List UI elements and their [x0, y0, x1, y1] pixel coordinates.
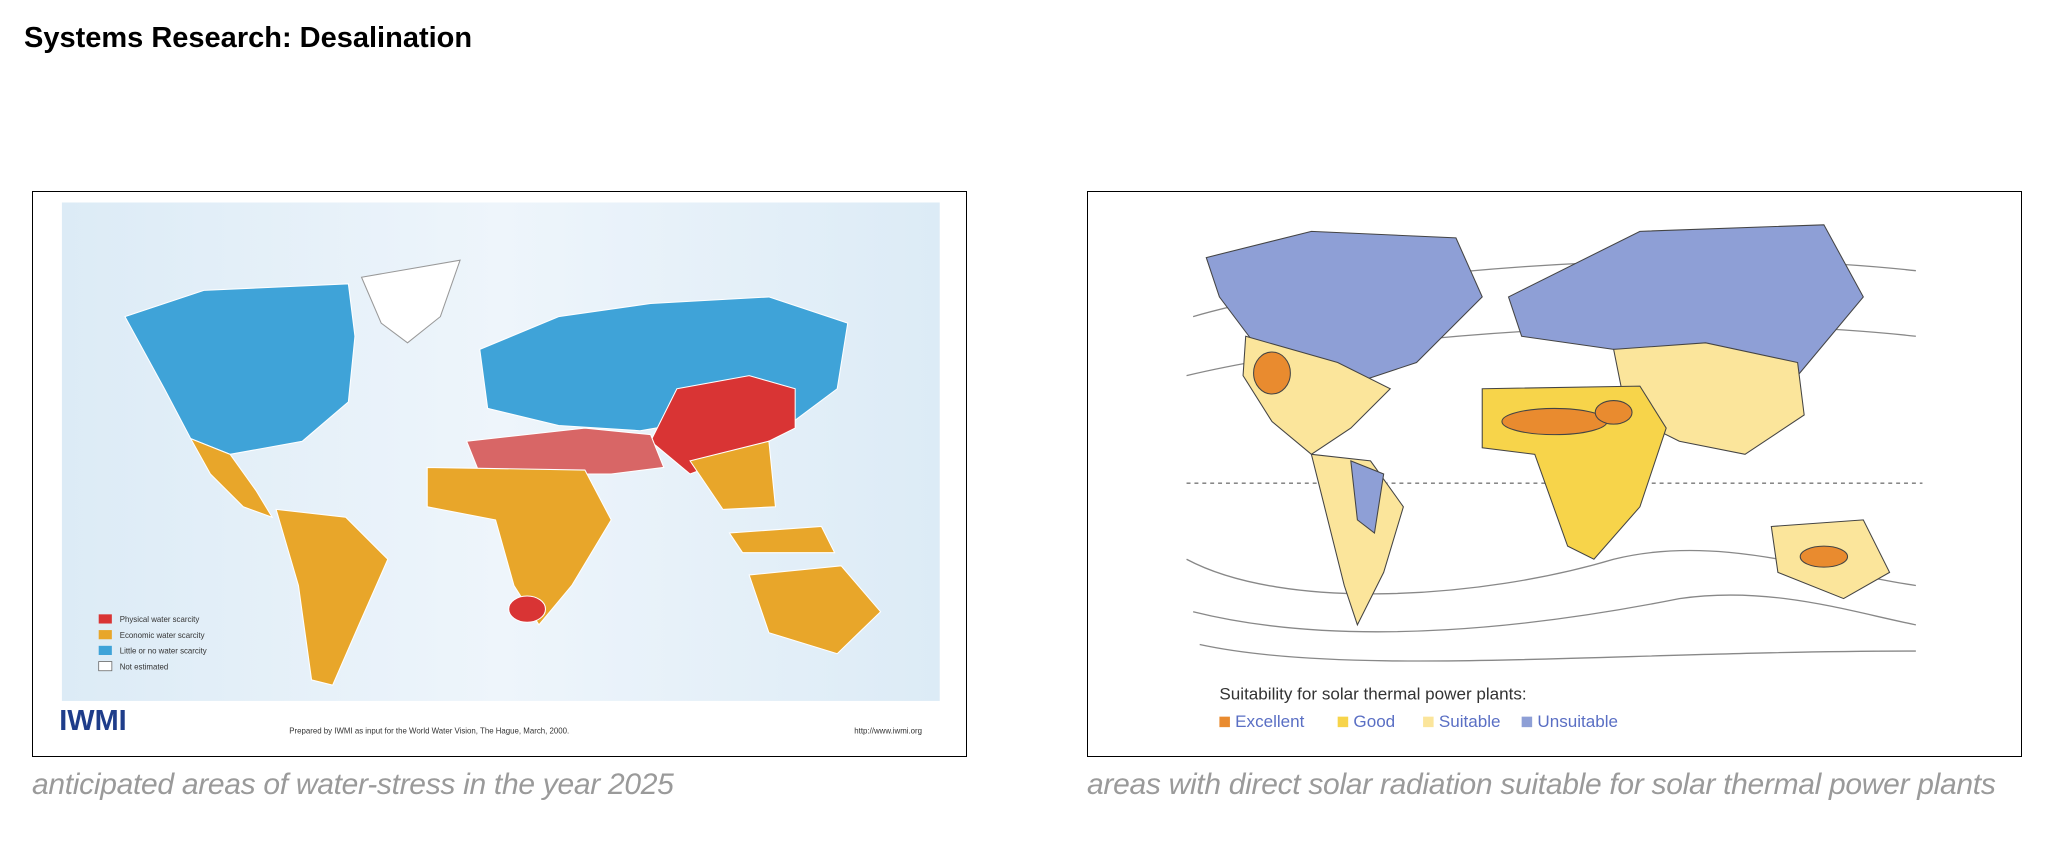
- legend-label: Unsuitable: [1537, 712, 1618, 731]
- legend-label: Not estimated: [120, 662, 169, 671]
- water-stress-map: Physical water scarcity Economic water s…: [32, 191, 967, 757]
- solar-map: Suitability for solar thermal power plan…: [1087, 191, 2022, 757]
- figure-caption: anticipated areas of water-stress in the…: [32, 768, 674, 801]
- legend-label: Physical water scarcity: [120, 615, 200, 624]
- figure-caption: areas with direct solar radiation suitab…: [1087, 768, 1996, 801]
- legend-label: Little or no water scarcity: [120, 647, 207, 656]
- map-url: http://www.iwmi.org: [854, 727, 922, 736]
- legend-label: Economic water scarcity: [120, 631, 205, 640]
- legend-label: Excellent: [1235, 712, 1304, 731]
- legend-label: Good: [1353, 712, 1395, 731]
- page-title: Systems Research: Desalination: [24, 22, 473, 54]
- legend-label: Suitable: [1439, 712, 1501, 731]
- map-footer: Prepared by IWMI as input for the World …: [289, 727, 569, 736]
- map-image: Physical water scarcity Economic water s…: [59, 202, 940, 737]
- logo: IWMI: [59, 705, 126, 737]
- legend-title: Suitability for solar thermal power plan…: [1219, 685, 1526, 704]
- map-image: Suitability for solar thermal power plan…: [1186, 224, 1923, 731]
